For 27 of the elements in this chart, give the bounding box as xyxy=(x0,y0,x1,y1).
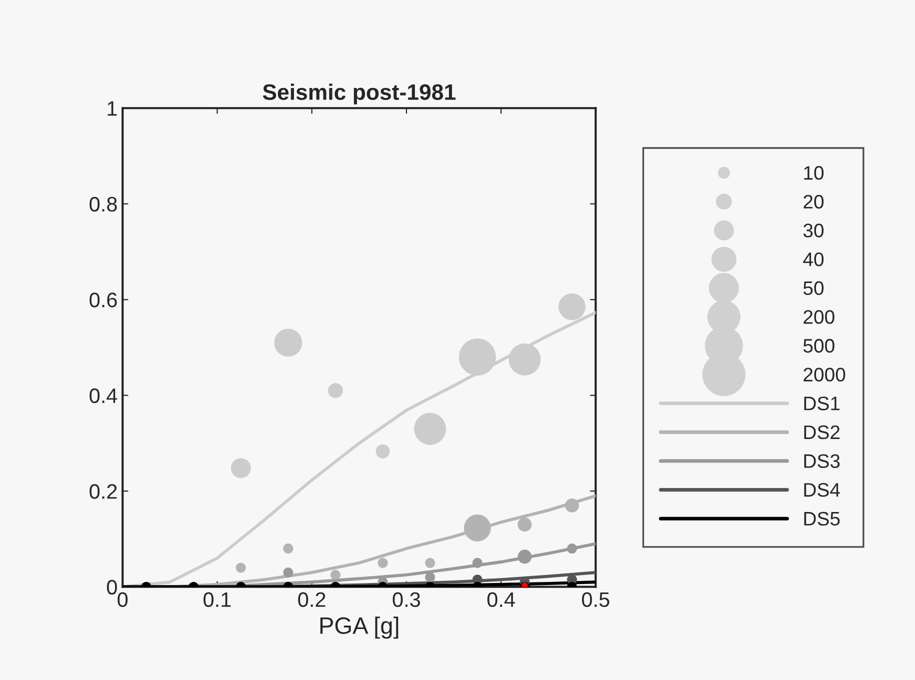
x-tick-label: 0.4 xyxy=(487,592,515,608)
x-tick-label: 0.5 xyxy=(582,592,610,608)
text: DS3 xyxy=(804,454,840,468)
x-tick-label: 0.3 xyxy=(392,592,420,608)
text: DS1 xyxy=(804,396,840,410)
legend-label: 500 xyxy=(803,338,834,353)
text: DS5 xyxy=(804,512,840,526)
y-tick-label: 0 xyxy=(106,580,117,595)
text: DS2 xyxy=(804,425,840,440)
legend-label: 20 xyxy=(804,194,824,209)
legend-label: 2000 xyxy=(804,368,846,382)
y-tick-label: 0.6 xyxy=(90,292,117,308)
x-axis-title: PGA [g] xyxy=(320,616,398,639)
y-tick-label: 0.4 xyxy=(90,388,118,404)
legend-label: 50 xyxy=(803,281,824,296)
legend-label: 10 xyxy=(804,166,824,180)
legend-label: 200 xyxy=(804,310,834,324)
text: DS4 xyxy=(804,483,840,497)
x-tick-label: 0.2 xyxy=(298,592,326,608)
chart-title: Seismic post-1981 xyxy=(262,84,456,104)
x-tick-label: 0.1 xyxy=(204,592,231,608)
y-tick-label: 0.2 xyxy=(90,484,117,499)
y-tick-label: 0.8 xyxy=(90,196,117,212)
y-tick-label: 1 xyxy=(108,101,117,116)
legend-label: 30 xyxy=(803,224,824,238)
legend-label: 40 xyxy=(803,252,824,266)
x-tick-label: 0 xyxy=(118,592,128,608)
